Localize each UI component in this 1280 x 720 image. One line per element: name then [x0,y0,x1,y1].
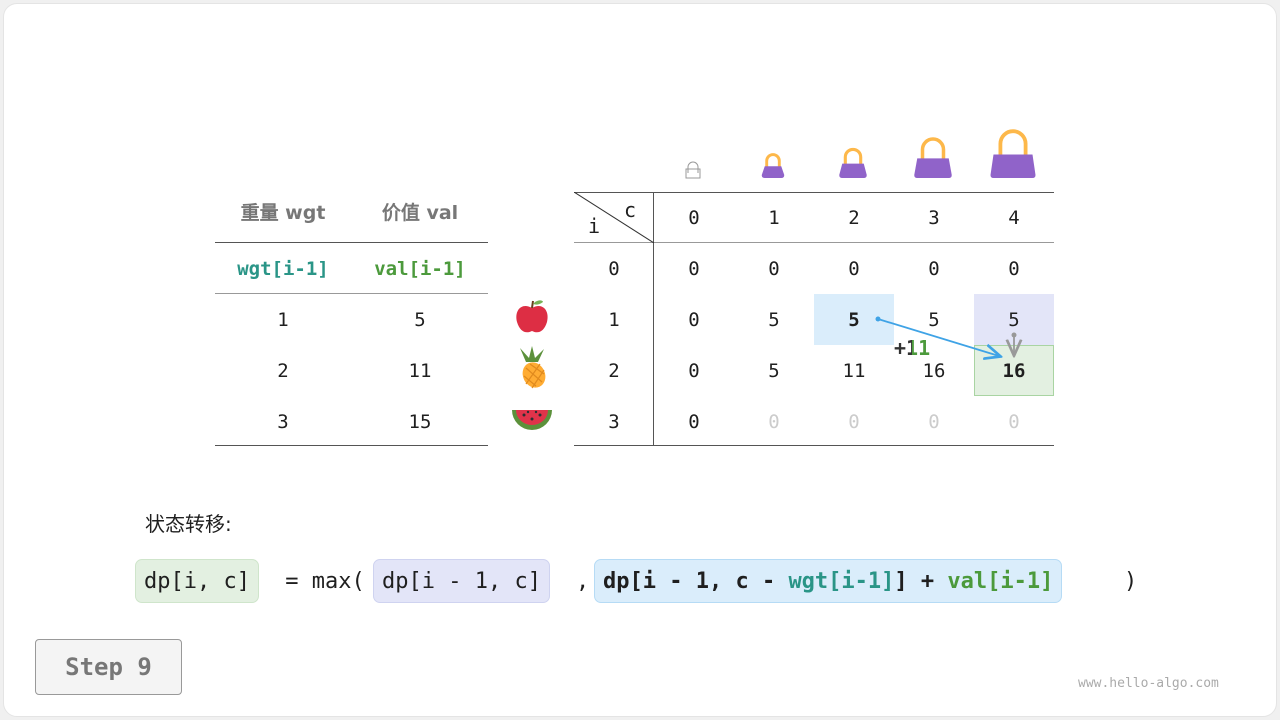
capacity-header: 4 [1008,206,1020,229]
bag-icon [990,129,1036,178]
dp-cell: 0 [928,410,940,433]
watermark: www.hello-algo.com [1078,676,1219,691]
formula-close: ) [1124,568,1138,594]
row-label: 2 [608,359,620,382]
dp-cell: 11 [842,359,866,382]
dp-cell: 0 [1008,410,1020,433]
formula-val: val[i-1] [947,568,1054,594]
header-weight: 重量 wgt [240,202,326,224]
formula-max: = max( [272,568,365,594]
transition-label: 状态转移: [145,512,232,536]
dp-cell: 16 [922,359,946,382]
row-label: 1 [608,308,620,331]
item-value: 15 [408,410,432,433]
divider [215,293,488,294]
formula-wgt: wgt[i-1] [788,568,895,594]
apple-icon [516,300,548,333]
row-label: 3 [608,410,620,433]
item-weight: 3 [277,410,289,433]
formula-part: ] + [894,568,948,594]
capacity-header: 0 [688,206,700,229]
dp-cell: 5 [848,308,860,331]
dp-cell: 16 [1002,359,1026,382]
corner-diagonal [574,192,654,243]
annotation-text: +11 [894,336,931,360]
pineapple-icon [520,346,546,389]
divider [574,242,1054,243]
bag-icon [914,137,952,178]
step-button[interactable]: Step 9 [35,639,182,695]
capacity-header: 3 [928,206,940,229]
dp-cell: 0 [768,257,780,280]
formula-lhs: dp[i, c] [135,559,259,603]
divider [574,192,1054,193]
formula-option-take: dp[i - 1, c - wgt[i-1]] + val[i-1] [594,559,1063,603]
dp-cell: 5 [928,308,940,331]
dp-cell: 0 [688,308,700,331]
divider [215,242,488,243]
dp-cell: 5 [768,308,780,331]
dp-cell: 0 [688,359,700,382]
divider [574,445,1054,446]
item-weight: 1 [277,308,289,331]
dp-cell: 0 [1008,257,1020,280]
capacity-header: 2 [848,206,860,229]
formula-part: dp[i - 1, c - [603,568,789,594]
divider [653,192,654,446]
watermelon-icon [512,410,552,430]
dp-cell: 0 [848,257,860,280]
item-value: 11 [408,359,432,382]
dp-cell: 5 [768,359,780,382]
divider [215,445,488,446]
formula-comma: , [576,568,590,594]
dp-cell: 0 [768,410,780,433]
corner-col-label: c [624,198,637,222]
bag-icon [761,153,785,178]
dp-cell: 0 [928,257,940,280]
dp-cell: 0 [688,410,700,433]
subheader-value: val[i-1] [374,257,466,280]
item-weight: 2 [277,359,289,382]
value-annotation: +11 [894,336,930,360]
header-value: 价值 val [381,202,459,224]
item-value: 5 [414,308,426,331]
formula-option-skip: dp[i - 1, c] [373,559,550,603]
dp-cell: 5 [1008,308,1020,331]
dp-cell: 0 [848,410,860,433]
bag-icon [839,147,867,178]
bag-icon [685,161,701,179]
row-label: 0 [608,257,620,280]
capacity-header: 1 [768,206,780,229]
corner-row-label: i [588,214,601,238]
dp-cell: 0 [688,257,700,280]
subheader-weight: wgt[i-1] [237,257,329,280]
